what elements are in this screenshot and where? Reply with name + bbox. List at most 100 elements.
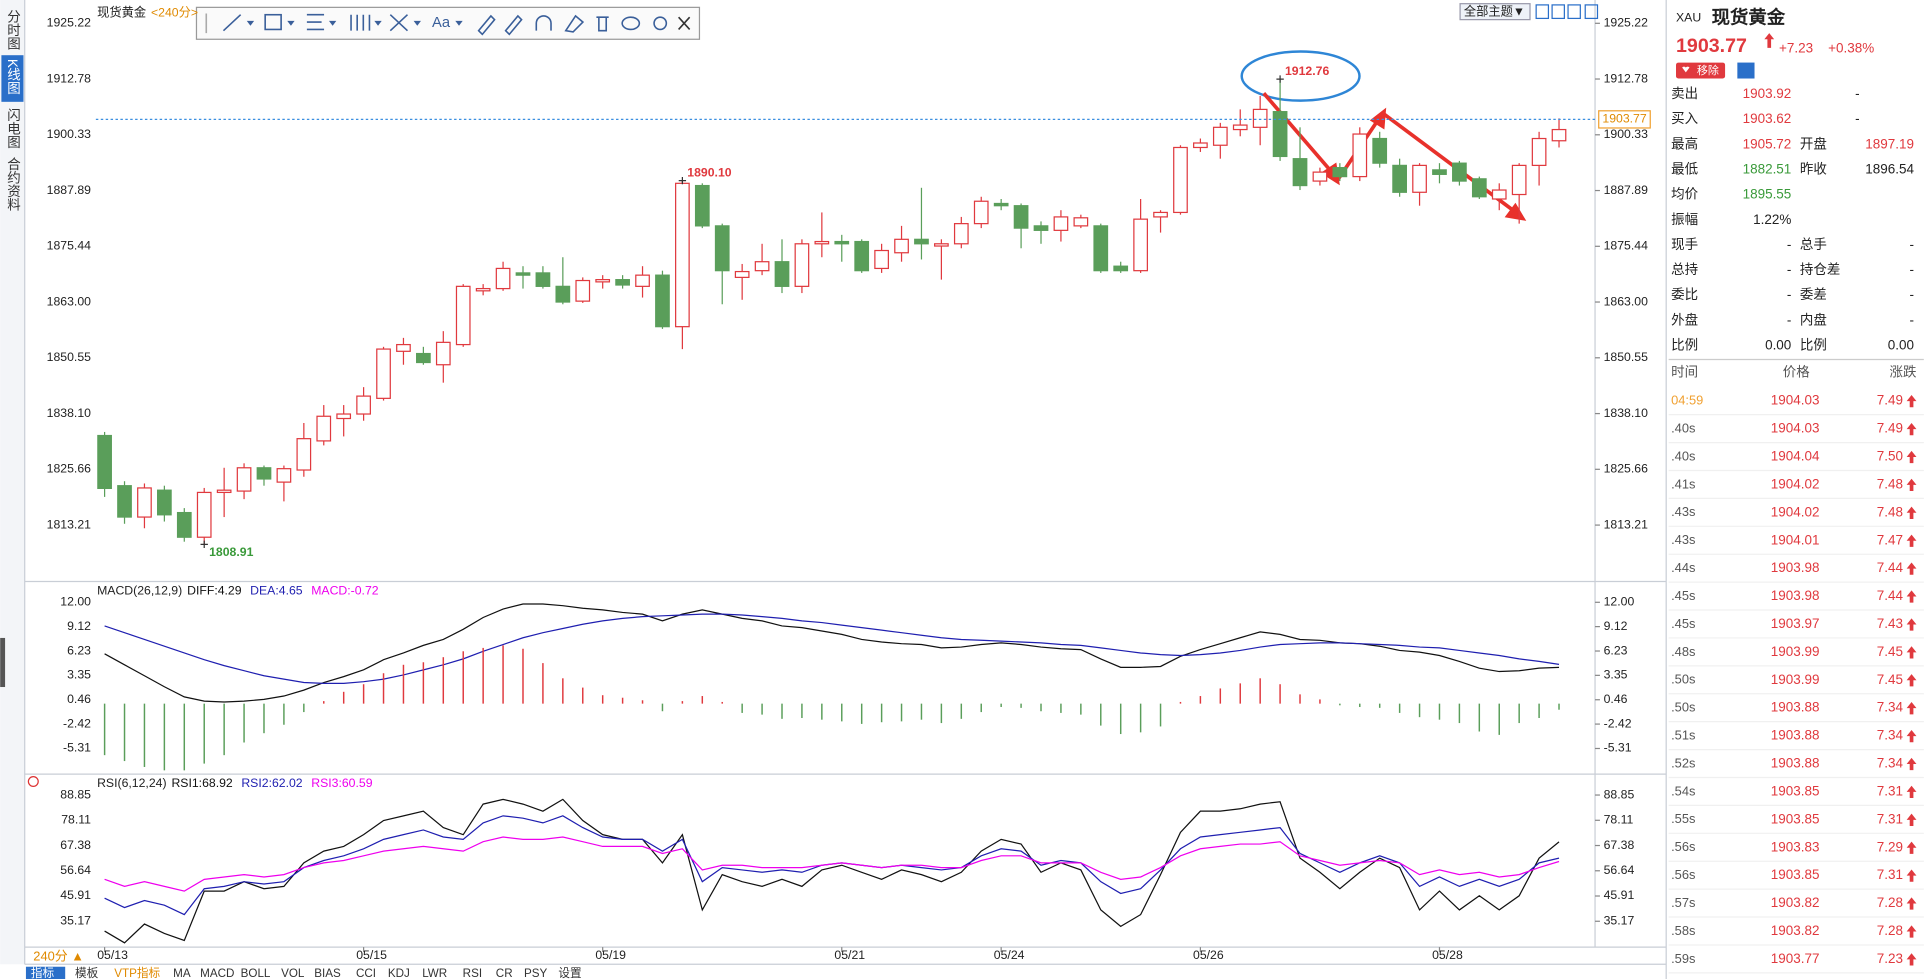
tick-price: 1903.98: [1771, 588, 1820, 603]
indicator-tab[interactable]: RSI: [463, 967, 482, 979]
tick-time: .40s: [1671, 420, 1695, 435]
candle-body: [615, 279, 630, 286]
dropdown-arrow[interactable]: [413, 20, 421, 26]
y-tick-label: 56.64: [1604, 863, 1635, 877]
tick-time: .45s: [1671, 616, 1695, 631]
icon-eye[interactable]: [621, 16, 641, 31]
legend-entry: DIFF:4.29: [187, 584, 242, 598]
icon-marker[interactable]: [504, 14, 523, 36]
sidebar: [0, 0, 25, 965]
candle-body: [1133, 218, 1148, 272]
icon-magnet[interactable]: [535, 15, 552, 31]
candle-body: [256, 467, 272, 480]
indicator-tab[interactable]: 设置: [558, 967, 581, 979]
icon-eraser[interactable]: [564, 14, 585, 33]
tick-price: 1903.82: [1771, 895, 1820, 910]
y-tick-label: 35.17: [1604, 913, 1635, 927]
tick-change: 7.34: [1877, 756, 1904, 771]
remove-button[interactable]: 移除: [1697, 63, 1719, 77]
candle-body: [874, 249, 889, 270]
candle-body: [1093, 225, 1109, 272]
candle-body: [1212, 126, 1228, 146]
sidebar-tab[interactable]: 分时图: [5, 10, 21, 51]
dropdown-arrow[interactable]: [246, 20, 255, 26]
dropdown-arrow[interactable]: [455, 20, 463, 26]
layout-buttons: [1535, 4, 1599, 20]
indicator-tab[interactable]: 指标: [31, 966, 55, 979]
indicator-tab[interactable]: CR: [496, 967, 513, 979]
y-tick-label: 0.46: [67, 692, 91, 706]
y-tick-label: 0.46: [1604, 692, 1628, 706]
tick-price: 1903.88: [1771, 756, 1820, 771]
candle-body: [236, 467, 252, 492]
field-value: -: [1910, 312, 1914, 327]
legend-entry: DEA:4.65: [250, 584, 303, 598]
indicator-line: [104, 613, 1560, 684]
tick-price: 1903.88: [1771, 728, 1820, 743]
indicator-tab[interactable]: 模板: [75, 966, 99, 979]
tick-price: 1903.83: [1771, 839, 1820, 854]
tick-time: .44s: [1671, 560, 1695, 575]
dropdown-arrow[interactable]: [287, 20, 295, 26]
tick-change: 7.50: [1877, 449, 1903, 464]
x-tick-label: 05/13: [97, 948, 128, 962]
theme-button-box[interactable]: [1459, 3, 1531, 21]
tick-time: .52s: [1671, 755, 1695, 770]
icon-close[interactable]: [678, 16, 691, 30]
indicator-tab[interactable]: MACD: [200, 967, 234, 979]
theme-button[interactable]: 全部主题▼: [1464, 4, 1525, 19]
icon-fib[interactable]: [306, 13, 325, 31]
indicator-tab[interactable]: CCI: [356, 967, 376, 979]
period-button[interactable]: 240分 ▲: [33, 948, 84, 963]
indicator-tab[interactable]: MA: [173, 967, 191, 979]
tick-change: 7.28: [1877, 895, 1903, 910]
indicator-tab[interactable]: PSY: [524, 967, 548, 979]
symbol: XAU: [1676, 11, 1701, 25]
tick-arrow: [1906, 534, 1917, 547]
y-tick-label: -5.31: [63, 741, 91, 755]
sidebar-tab[interactable]: K线图: [5, 59, 21, 95]
tick-arrow: [1906, 785, 1917, 799]
icon-pattern[interactable]: [389, 14, 409, 32]
tick-price: 1903.99: [1771, 672, 1820, 687]
heart-icon: [1682, 66, 1690, 73]
icon-rect[interactable]: [264, 13, 282, 31]
y-tick-label: 1912.78: [47, 71, 91, 85]
icon-settings[interactable]: [653, 16, 668, 31]
indicator-tab[interactable]: BIAS: [314, 967, 341, 979]
field-label: 现手: [1671, 237, 1698, 252]
tick-arrow: [1906, 478, 1917, 492]
icon-gann[interactable]: [350, 14, 371, 31]
candle-body: [316, 415, 332, 442]
y-tick-label: 88.85: [1604, 787, 1635, 801]
font-button[interactable]: Aa: [432, 15, 451, 31]
candle-body: [834, 240, 850, 245]
icon-delete[interactable]: [596, 16, 609, 32]
candle-body: [1113, 265, 1129, 272]
dropdown-arrow[interactable]: [328, 20, 337, 26]
indicator-tab[interactable]: VTP指标: [114, 966, 160, 979]
layout-button[interactable]: [1551, 4, 1565, 20]
sidebar-tab[interactable]: 闪电图: [5, 108, 20, 149]
candle-body: [276, 468, 292, 483]
extreme-marker: [1276, 75, 1284, 83]
dropdown-arrow[interactable]: [374, 20, 382, 26]
scroll-handle: [0, 637, 6, 688]
layout-button[interactable]: [1567, 4, 1581, 20]
sidebar-tab[interactable]: 合约资料: [5, 157, 21, 211]
layout-button[interactable]: [1535, 4, 1550, 20]
indicator-tab[interactable]: VOL: [281, 967, 305, 979]
legend-entry: RSI1:68.92: [171, 776, 232, 790]
indicator-tab[interactable]: BOLL: [241, 967, 271, 979]
tick-time: .58s: [1671, 923, 1695, 938]
field-value: 1903.92: [1743, 86, 1792, 101]
icon-pen[interactable]: [477, 14, 496, 36]
indicator-tab[interactable]: LWR: [422, 967, 447, 979]
icon-line[interactable]: [222, 14, 242, 32]
tick-time: .41s: [1671, 476, 1695, 491]
layout-button[interactable]: [1584, 4, 1599, 20]
settings-icon[interactable]: [27, 775, 39, 788]
remove-button-bg[interactable]: [1676, 62, 1726, 79]
alert-button[interactable]: [1737, 62, 1755, 79]
indicator-tab[interactable]: KDJ: [388, 967, 410, 979]
